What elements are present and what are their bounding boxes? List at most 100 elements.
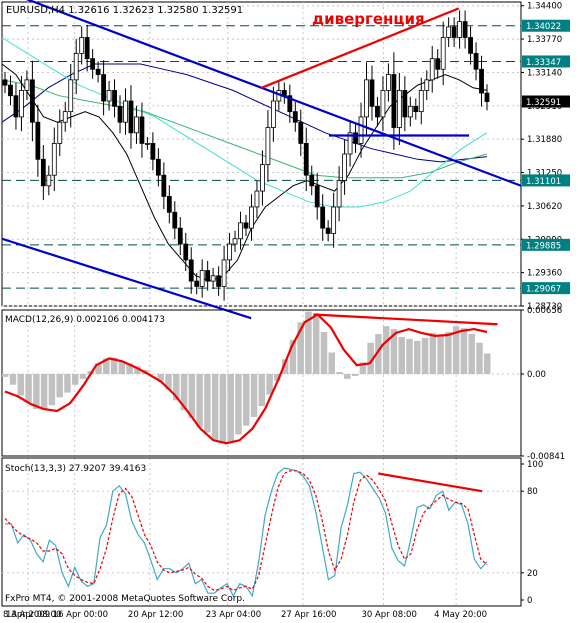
macd-bar bbox=[40, 373, 48, 411]
macd-bar bbox=[157, 373, 164, 381]
macd-bar bbox=[196, 373, 203, 428]
price-level-label: 1.32591 bbox=[526, 98, 561, 108]
macd-bar bbox=[452, 326, 460, 374]
candle-bear bbox=[473, 52, 479, 70]
price-level-tag bbox=[522, 282, 570, 295]
macd-y-axis: 0.00656 0.00 -0.00841 bbox=[521, 306, 565, 462]
price-level-label: 1.33347 bbox=[526, 58, 561, 68]
trend-line bbox=[261, 7, 460, 89]
time-tick-label: 13 Apr 08:00 bbox=[6, 610, 61, 620]
macd-panel[interactable]: 0.00656 0.00 -0.00841 MACD(12,26,9) 0.0021… bbox=[1, 306, 565, 462]
candle-bull bbox=[364, 79, 369, 118]
candle-bear bbox=[353, 132, 358, 144]
candle-bear bbox=[183, 243, 189, 261]
candle-bear bbox=[451, 26, 457, 38]
candle-bear bbox=[287, 95, 293, 113]
macd-bar bbox=[406, 338, 413, 374]
macd-bar bbox=[414, 340, 421, 374]
candle-bull bbox=[62, 111, 68, 123]
macd-bar bbox=[235, 373, 242, 435]
candle-bull bbox=[407, 105, 413, 118]
stochastic-panel[interactable]: 100 80 20 0 Stoch(13,3,3) 27.9207 39.4163 F… bbox=[1, 457, 543, 607]
copyright-text: FxPro MT4, © 2001-2008 MetaQuotes Softwa… bbox=[5, 594, 245, 604]
macd-bar bbox=[165, 373, 172, 390]
macd-bar bbox=[328, 352, 336, 374]
time-tick-label: 27 Apr 16:00 bbox=[281, 610, 336, 620]
macd-bar bbox=[211, 373, 219, 441]
trend-line bbox=[1, 237, 252, 320]
macd-bar bbox=[281, 359, 289, 374]
price-level-tag bbox=[522, 19, 570, 32]
candle-bull bbox=[199, 270, 205, 287]
macd-bar bbox=[17, 373, 25, 396]
stochastic-divergence-line bbox=[378, 472, 483, 493]
candle-bear bbox=[166, 195, 172, 213]
candle-bear bbox=[216, 275, 222, 287]
candle-bull bbox=[424, 79, 430, 91]
candle-bull bbox=[24, 79, 30, 91]
macd-bar bbox=[243, 373, 250, 426]
price-level-label: 1.29067 bbox=[526, 285, 561, 295]
candle-bull bbox=[347, 132, 353, 155]
macd-divergence-line bbox=[313, 313, 498, 326]
macd-panel-border bbox=[1, 309, 522, 457]
macd-bar bbox=[445, 332, 452, 374]
candle-bear bbox=[35, 121, 41, 160]
candle-bear bbox=[391, 74, 397, 128]
candle-bear bbox=[314, 185, 320, 208]
macd-signal-line bbox=[4, 313, 488, 445]
candle-bear bbox=[298, 121, 304, 144]
stochastic-divergence-line bbox=[378, 472, 483, 493]
candle-bear bbox=[150, 143, 156, 160]
candle-bull bbox=[249, 206, 254, 229]
macd-bar bbox=[9, 373, 17, 385]
candle-bull bbox=[145, 143, 150, 145]
price-tick-label: 1.30620 bbox=[527, 202, 562, 212]
price-panel[interactable]: 1.344001.337701.331401.325101.318801.312… bbox=[1, 0, 570, 606]
candle-bear bbox=[292, 111, 298, 123]
price-y-axis: 1.344001.337701.331401.325101.318801.312… bbox=[521, 2, 570, 312]
time-tick-label: 16 Apr 00:00 bbox=[53, 610, 108, 620]
macd-bar bbox=[118, 361, 126, 374]
macd-bar bbox=[71, 373, 79, 385]
macd-bar bbox=[2, 373, 9, 377]
macd-bar bbox=[110, 357, 118, 374]
candle-bear bbox=[243, 222, 249, 229]
macd-bar bbox=[258, 373, 266, 407]
price-level-tag bbox=[522, 238, 570, 251]
candle-bull bbox=[270, 100, 276, 128]
macd-bar bbox=[336, 372, 343, 374]
macd-bar bbox=[312, 317, 320, 374]
candle-bull bbox=[342, 153, 347, 181]
stoch-label: Stoch(13,3,3) 27.9207 39.4163 bbox=[5, 464, 146, 474]
candle-bear bbox=[2, 79, 8, 86]
candle-bear bbox=[479, 68, 484, 94]
stochastic-line bbox=[4, 470, 488, 592]
candle-bull bbox=[221, 259, 227, 287]
candle-bull bbox=[232, 238, 238, 245]
macd-bar bbox=[56, 373, 63, 398]
macd-bar bbox=[274, 373, 281, 381]
macd-bar bbox=[429, 333, 437, 374]
price-tick-label: 1.31250 bbox=[527, 169, 562, 179]
candle-bear bbox=[194, 280, 200, 287]
moving-average-line bbox=[1, 63, 488, 163]
candle-bear bbox=[188, 259, 194, 282]
macd-tick-label: 0.00 bbox=[527, 370, 546, 380]
price-level-label: 1.34022 bbox=[526, 22, 561, 32]
candle-bear bbox=[462, 21, 468, 38]
candle-bear bbox=[40, 158, 46, 187]
macd-bar bbox=[344, 373, 351, 379]
macd-bar bbox=[460, 328, 468, 374]
macd-bar bbox=[421, 337, 429, 374]
candle-bull bbox=[457, 21, 463, 38]
candle-bull bbox=[254, 190, 260, 208]
macd-bar bbox=[305, 311, 312, 374]
candle-bear bbox=[303, 143, 309, 176]
macd-bar bbox=[219, 373, 227, 444]
candle-bear bbox=[112, 90, 117, 107]
macd-bar bbox=[289, 339, 297, 374]
macd-bar bbox=[367, 342, 374, 374]
stoch-tick-label: 100 bbox=[527, 460, 543, 470]
